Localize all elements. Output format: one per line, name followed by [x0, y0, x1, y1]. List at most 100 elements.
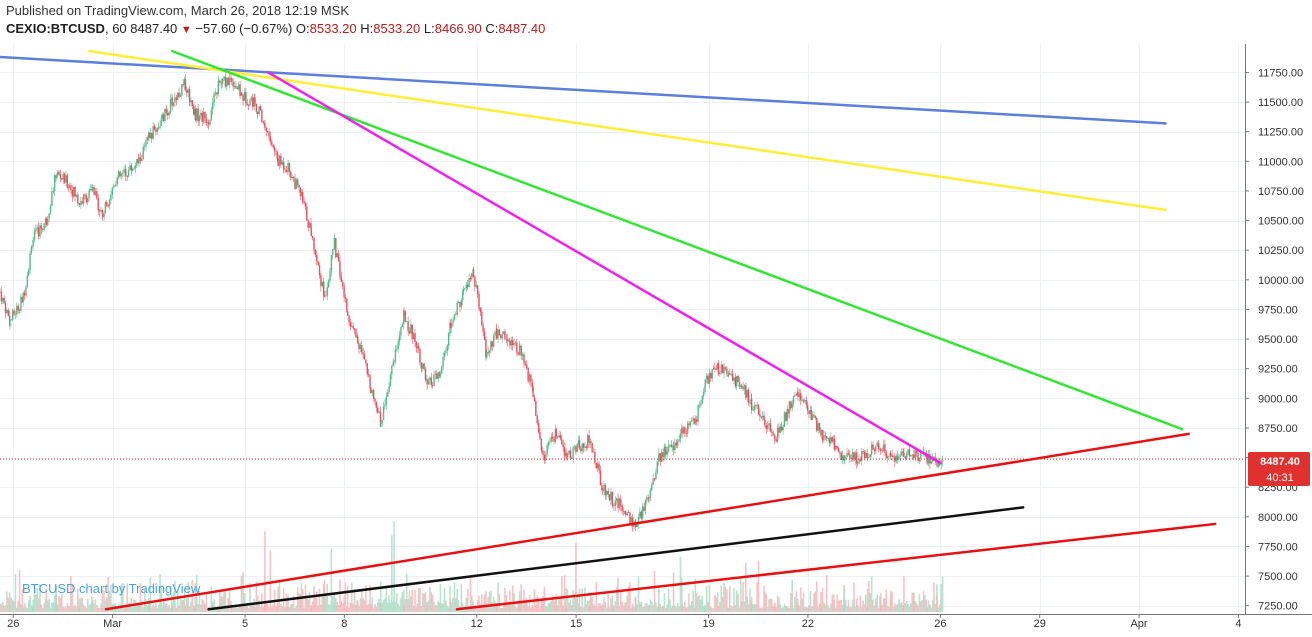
candle-body	[327, 280, 330, 288]
volume-bar	[22, 607, 24, 612]
candle-body	[655, 472, 657, 480]
volume-bar	[101, 589, 104, 612]
volume-bar	[440, 603, 443, 612]
candle-body	[635, 523, 637, 527]
price-axis[interactable]: 7250.007500.007750.008000.008250.008500.…	[1245, 67, 1304, 613]
volume-bar	[242, 572, 244, 612]
candle-body	[115, 184, 117, 186]
volume-bar	[704, 604, 707, 612]
candle-body	[778, 427, 780, 433]
candle-body	[272, 144, 274, 147]
candle-body	[110, 195, 112, 200]
candle-body	[63, 173, 66, 183]
candle-body	[167, 112, 169, 116]
volume-bar	[542, 596, 544, 612]
volume-bar	[821, 587, 824, 612]
time-axis[interactable]: 26 Mar 5 8 12 15 19 22 26 29 Apr 4	[7, 614, 1241, 630]
trendline[interactable]	[207, 506, 1025, 611]
candle-body	[157, 127, 160, 129]
candle-body	[785, 412, 787, 421]
candle-body	[17, 305, 19, 311]
trendline[interactable]	[104, 432, 1190, 611]
candle-body	[636, 524, 638, 527]
trendline[interactable]	[0, 55, 1167, 125]
volume-bar	[737, 593, 739, 612]
candle-body	[769, 423, 772, 432]
candle-body	[738, 382, 741, 387]
volume-bar	[790, 593, 792, 612]
candle-body	[297, 179, 299, 186]
volume-bar	[847, 600, 850, 612]
volume-bar	[3, 606, 5, 612]
volume-bar	[233, 606, 236, 612]
trendlines[interactable]	[0, 49, 1217, 611]
candle-body	[209, 119, 211, 125]
candle-body	[572, 447, 574, 459]
candle-body	[685, 433, 687, 434]
volume-bar	[288, 607, 291, 612]
volume-bar	[394, 601, 397, 612]
candle-body	[757, 405, 760, 415]
volume-bar	[442, 603, 444, 612]
volume-bar	[702, 606, 705, 612]
candle-body	[216, 92, 218, 95]
volume-bar	[89, 603, 92, 612]
candle-body	[281, 161, 283, 165]
candle-body	[212, 102, 214, 110]
volume-bar	[161, 607, 164, 612]
volume-bar	[56, 604, 59, 612]
volume-bar	[335, 597, 337, 612]
candle-body	[358, 343, 360, 350]
candle-body	[627, 512, 630, 514]
volume-bar	[465, 597, 468, 612]
candle-body	[786, 409, 788, 421]
volume-bar	[188, 606, 191, 612]
volume-bar	[588, 599, 591, 612]
candle-body	[103, 213, 105, 218]
volume-bar	[62, 606, 64, 612]
candle-body	[411, 324, 413, 339]
volume-bar	[0, 603, 1, 612]
volume-bar	[53, 595, 56, 612]
volume-bar	[330, 548, 333, 612]
volume-bar	[837, 600, 840, 612]
candle-body	[381, 419, 383, 424]
volume-bar	[349, 602, 352, 612]
candle-body	[607, 490, 609, 495]
volume-bar	[927, 600, 930, 612]
trendline[interactable]	[88, 49, 1167, 212]
candle-body	[262, 121, 264, 123]
candle-body	[11, 310, 14, 320]
volume-bar	[527, 606, 529, 612]
candle-body	[356, 335, 359, 344]
open-label: O:	[295, 21, 310, 36]
candle-body	[108, 199, 111, 207]
candle-body	[333, 237, 336, 248]
candle-body	[85, 195, 88, 203]
candle-body	[207, 122, 210, 125]
trendline[interactable]	[455, 522, 1217, 611]
candle-body	[613, 505, 615, 507]
volume-bar	[402, 590, 405, 612]
volume-bar	[624, 602, 626, 612]
volume-bar	[818, 603, 821, 612]
volume-bar	[774, 602, 776, 612]
volume-bar	[307, 599, 310, 612]
volume-bar	[549, 602, 551, 612]
volume-bar	[84, 606, 86, 612]
volume-bar	[77, 589, 79, 612]
candle-body	[549, 440, 551, 443]
candle-body	[729, 373, 731, 375]
candle-body	[624, 511, 626, 515]
candle-body	[651, 484, 653, 490]
volume-bar	[765, 593, 768, 612]
y-tick-label: 8000.00	[1258, 512, 1298, 524]
symbol-name[interactable]: CEXIO:BTCUSD	[6, 21, 105, 36]
candle-body	[879, 448, 881, 450]
candle-body	[91, 189, 93, 190]
volume-bar	[397, 604, 399, 612]
trendline[interactable]	[266, 71, 942, 465]
watermark[interactable]: BTCUSD chart by TradingView	[22, 581, 201, 596]
trendline[interactable]	[170, 49, 1184, 431]
